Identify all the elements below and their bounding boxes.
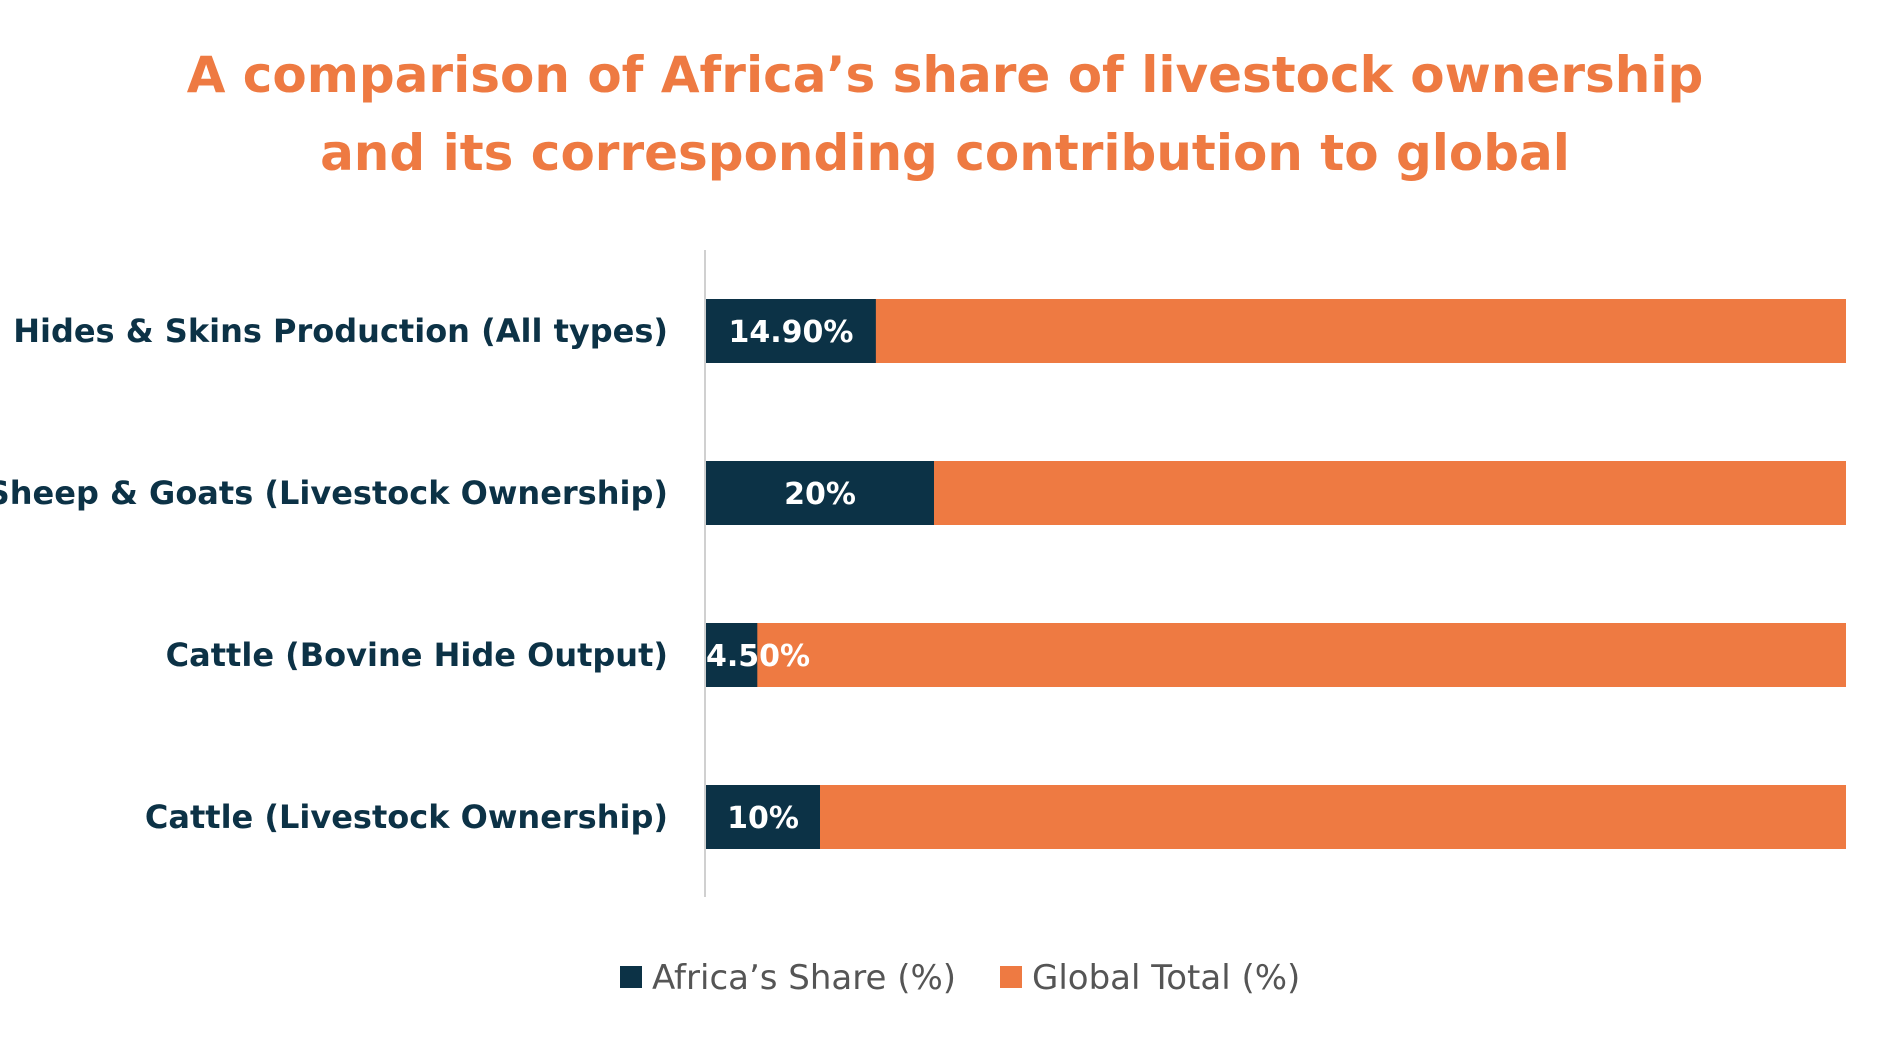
bar-africa-share <box>706 785 820 849</box>
category-label: Sheep & Goats (Livestock Ownership) <box>0 474 668 512</box>
data-label-africa-share: 20% <box>784 477 856 512</box>
category-label: Cattle (Bovine Hide Output) <box>166 636 668 674</box>
category-label: Hides & Skins Production (All types) <box>13 312 668 350</box>
chart-title: A comparison of Africa’s share of livest… <box>187 46 1704 182</box>
data-label-africa-share: 4.50% <box>706 639 810 674</box>
bar-global-total <box>706 623 1846 687</box>
chart-title-line-2: and its corresponding contribution to gl… <box>320 124 1570 182</box>
bar-africa-share <box>706 299 876 363</box>
legend-swatch <box>1000 966 1022 988</box>
chart-title-line-1: A comparison of Africa’s share of livest… <box>187 46 1704 104</box>
legend-label: Africa’s Share (%) <box>652 958 956 998</box>
legend: Africa’s Share (%) Global Total (%) <box>620 958 1300 998</box>
category-label: Cattle (Livestock Ownership) <box>145 798 668 836</box>
data-label-africa-share: 10% <box>727 801 799 836</box>
bar-africa-share <box>706 461 934 525</box>
legend-swatch <box>620 966 642 988</box>
plot-area: Hides & Skins Production (All types) 14.9… <box>0 250 1846 897</box>
bar-africa-share <box>706 623 758 687</box>
data-label-africa-share: 14.90% <box>728 315 853 350</box>
bar-global-total <box>706 299 1846 363</box>
legend-label: Global Total (%) <box>1032 958 1300 998</box>
bar-global-total <box>706 785 1846 849</box>
